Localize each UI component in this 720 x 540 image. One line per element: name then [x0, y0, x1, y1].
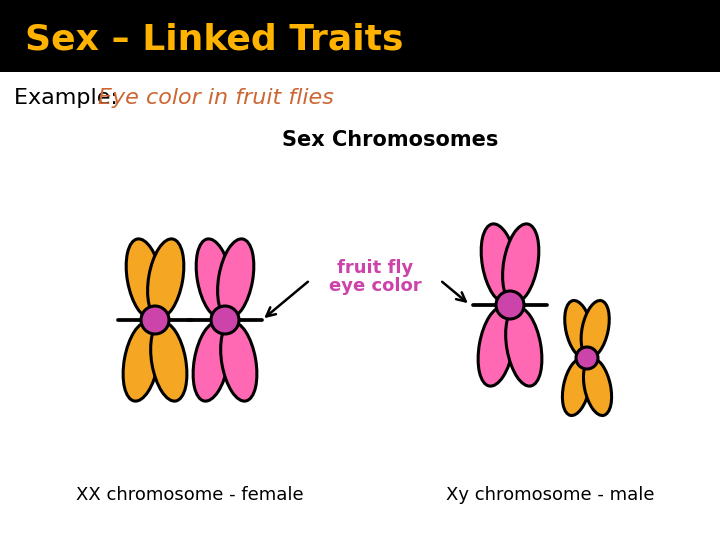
- Ellipse shape: [505, 307, 542, 386]
- Ellipse shape: [562, 359, 590, 415]
- Ellipse shape: [196, 239, 233, 318]
- Text: Example:: Example:: [14, 88, 125, 108]
- Text: Eye color in fruit flies: Eye color in fruit flies: [98, 88, 334, 108]
- Text: XX chromosome - female: XX chromosome - female: [76, 486, 304, 504]
- Ellipse shape: [123, 322, 159, 401]
- Ellipse shape: [220, 322, 257, 401]
- Ellipse shape: [564, 300, 593, 357]
- Ellipse shape: [503, 224, 539, 303]
- Text: Sex – Linked Traits: Sex – Linked Traits: [25, 23, 403, 57]
- Ellipse shape: [581, 300, 609, 357]
- Ellipse shape: [583, 359, 611, 415]
- Ellipse shape: [481, 224, 518, 303]
- Ellipse shape: [126, 239, 163, 318]
- Ellipse shape: [150, 322, 187, 401]
- Ellipse shape: [478, 307, 514, 386]
- Text: Sex Chromosomes: Sex Chromosomes: [282, 130, 498, 150]
- Ellipse shape: [217, 239, 254, 318]
- Ellipse shape: [576, 347, 598, 369]
- Ellipse shape: [193, 322, 230, 401]
- Ellipse shape: [148, 239, 184, 318]
- Ellipse shape: [496, 291, 524, 319]
- Bar: [0, 0, 720, 72]
- Text: Xy chromosome - male: Xy chromosome - male: [446, 486, 654, 504]
- Text: fruit fly: fruit fly: [337, 259, 413, 277]
- Ellipse shape: [141, 306, 169, 334]
- Ellipse shape: [211, 306, 239, 334]
- Text: eye color: eye color: [329, 277, 421, 295]
